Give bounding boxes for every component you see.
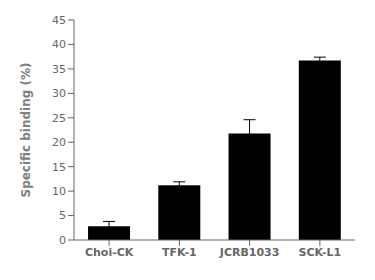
svg-text:30: 30 xyxy=(52,87,66,100)
svg-text:TFK-1: TFK-1 xyxy=(162,246,197,259)
svg-text:10: 10 xyxy=(52,185,66,198)
svg-text:35: 35 xyxy=(52,63,66,76)
svg-text:JCRB1033: JCRB1033 xyxy=(219,246,280,259)
svg-text:15: 15 xyxy=(52,161,66,174)
svg-text:25: 25 xyxy=(52,112,66,125)
svg-text:20: 20 xyxy=(52,136,66,149)
svg-text:SCK-L1: SCK-L1 xyxy=(298,246,341,259)
svg-text:40: 40 xyxy=(52,38,66,51)
svg-text:Choi-CK: Choi-CK xyxy=(85,246,134,259)
svg-text:45: 45 xyxy=(52,14,66,27)
svg-text:0: 0 xyxy=(59,234,66,247)
svg-text:Specific binding (%): Specific binding (%) xyxy=(19,62,33,197)
svg-text:5: 5 xyxy=(59,209,66,222)
